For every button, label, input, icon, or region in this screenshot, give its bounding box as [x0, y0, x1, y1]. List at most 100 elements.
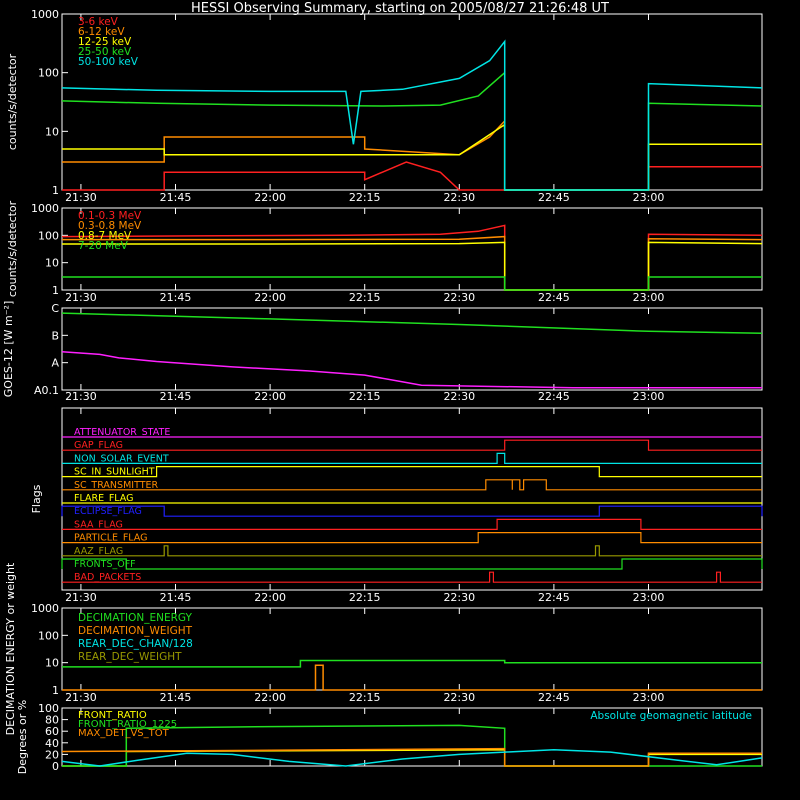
y-tick-label: 100 [38, 67, 59, 80]
x-tick-label: 22:45 [538, 291, 570, 304]
x-tick-label: 22:30 [443, 591, 475, 604]
panel-6 [61, 707, 763, 767]
series-line [62, 659, 762, 668]
legend-entry: 50-100 keV [78, 56, 139, 68]
flag-label: ECLIPSE_FLAG [74, 506, 142, 517]
legend-entry: 0.8-7 MeV [78, 230, 132, 242]
panel-4 [61, 407, 763, 591]
y-tick-label: 0 [52, 760, 59, 773]
panel-1 [61, 13, 763, 191]
panel-frame [61, 207, 763, 291]
series-line [62, 119, 762, 191]
x-tick-label: 21:30 [65, 691, 97, 704]
flag-label: AAZ_FLAG [74, 546, 123, 557]
x-tick-label: 22:45 [538, 191, 570, 204]
flag-label: SAA_FLAG [74, 519, 123, 530]
y-tick-label: A [51, 357, 59, 370]
y-tick-label: 60 [45, 725, 59, 738]
legend-entry: 6-12 keV [78, 26, 125, 38]
series-line [62, 241, 763, 291]
legend-entry: 25-50 keV [78, 46, 132, 58]
flag-label: PARTICLE_FLAG [74, 533, 147, 544]
y-axis-label: DECIMATION ENERGY or weight [4, 562, 17, 735]
annotation: Absolute geomagnetic latitude [590, 710, 752, 722]
x-tick-label: 21:45 [160, 591, 192, 604]
series-line [61, 39, 763, 191]
series-line [61, 351, 762, 389]
flag-label: SC_TRANSMITTER [74, 480, 159, 491]
y-axis-label: counts/s/detector [6, 200, 19, 297]
series-line [61, 747, 762, 767]
x-tick-label: 23:00 [633, 390, 665, 403]
flag-label: SC_IN_SUNLIGHT [74, 467, 155, 478]
flag-trace [62, 531, 762, 544]
legend-entry: FRONT_RATIO [78, 710, 147, 721]
panel-frame [61, 707, 763, 767]
legend-entry: 0.3-0.8 MeV [78, 220, 142, 232]
panel-3 [61, 307, 763, 391]
series-line [61, 312, 763, 334]
x-tick-label: 22:15 [349, 191, 381, 204]
x-tick-label: 22:00 [254, 691, 286, 704]
flag-label: FRONTS_OFF [74, 559, 136, 570]
y-tick-label: 20 [45, 748, 59, 761]
x-tick-label: 22:15 [349, 691, 381, 704]
x-tick-label: 21:30 [65, 390, 97, 403]
x-tick-label: 21:45 [160, 691, 192, 704]
flag-trace [62, 545, 762, 557]
x-tick-label: 22:30 [443, 191, 475, 204]
x-tick-label: 22:00 [254, 191, 286, 204]
panel-2 [61, 207, 763, 291]
x-tick-label: 21:30 [65, 291, 97, 304]
x-tick-label: 23:00 [633, 691, 665, 704]
flag-trace [62, 479, 762, 491]
legend-entry: 0.1-0.3 MeV [78, 210, 142, 222]
x-tick-label: 22:15 [349, 390, 381, 403]
x-tick-label: 21:45 [160, 291, 192, 304]
series-line [62, 276, 762, 291]
legend-entry: 7-20 MeV [78, 240, 129, 252]
x-tick-label: 23:00 [633, 191, 665, 204]
x-tick-label: 21:45 [160, 390, 192, 403]
flag-trace [62, 452, 762, 464]
panel-5 [61, 607, 763, 691]
x-tick-label: 21:45 [160, 191, 192, 204]
y-tick-label: 1 [52, 184, 59, 197]
x-tick-label: 22:45 [538, 591, 570, 604]
y-tick-label: 10 [45, 657, 59, 670]
flag-trace [62, 571, 762, 583]
x-tick-label: 22:15 [349, 591, 381, 604]
flag-trace [62, 518, 762, 531]
y-axis-label: GOES-12 [W m⁻²] [2, 301, 15, 397]
y-tick-label: 100 [38, 629, 59, 642]
legend-entry: 12-25 keV [78, 36, 132, 48]
x-tick-label: 22:00 [254, 291, 286, 304]
series-line [62, 161, 762, 191]
y-tick-label: 100 [38, 229, 59, 242]
legend-entry: MAX_DET_VS_TOT [78, 728, 170, 739]
legend-entry: DECIMATION_WEIGHT [78, 625, 193, 637]
y-tick-label: B [51, 329, 59, 342]
y-tick-label: 1000 [31, 8, 59, 21]
legend-entry: FRONT_RATIO_1225 [78, 719, 177, 730]
flag-trace [62, 466, 762, 478]
x-tick-label: 22:00 [254, 591, 286, 604]
x-tick-label: 23:00 [633, 291, 665, 304]
flag-trace [61, 558, 763, 570]
y-tick-label: A0.1 [34, 384, 59, 397]
y-tick-label: 10 [45, 125, 59, 138]
y-tick-label: C [51, 302, 59, 315]
x-tick-label: 22:30 [443, 390, 475, 403]
chart-title: HESSI Observing Summary, starting on 200… [191, 1, 609, 16]
flag-label: FLARE_FLAG [74, 493, 134, 504]
x-tick-label: 22:00 [254, 390, 286, 403]
y-tick-label: 10 [45, 257, 59, 270]
y-tick-label: 1000 [31, 602, 59, 615]
y-tick-label: 1000 [31, 202, 59, 215]
flag-trace [62, 439, 762, 451]
series-line [61, 224, 763, 291]
flag-label: GAP_FLAG [74, 440, 123, 451]
flag-label: ATTENUATOR_STATE [74, 427, 170, 438]
series-line [61, 749, 763, 767]
